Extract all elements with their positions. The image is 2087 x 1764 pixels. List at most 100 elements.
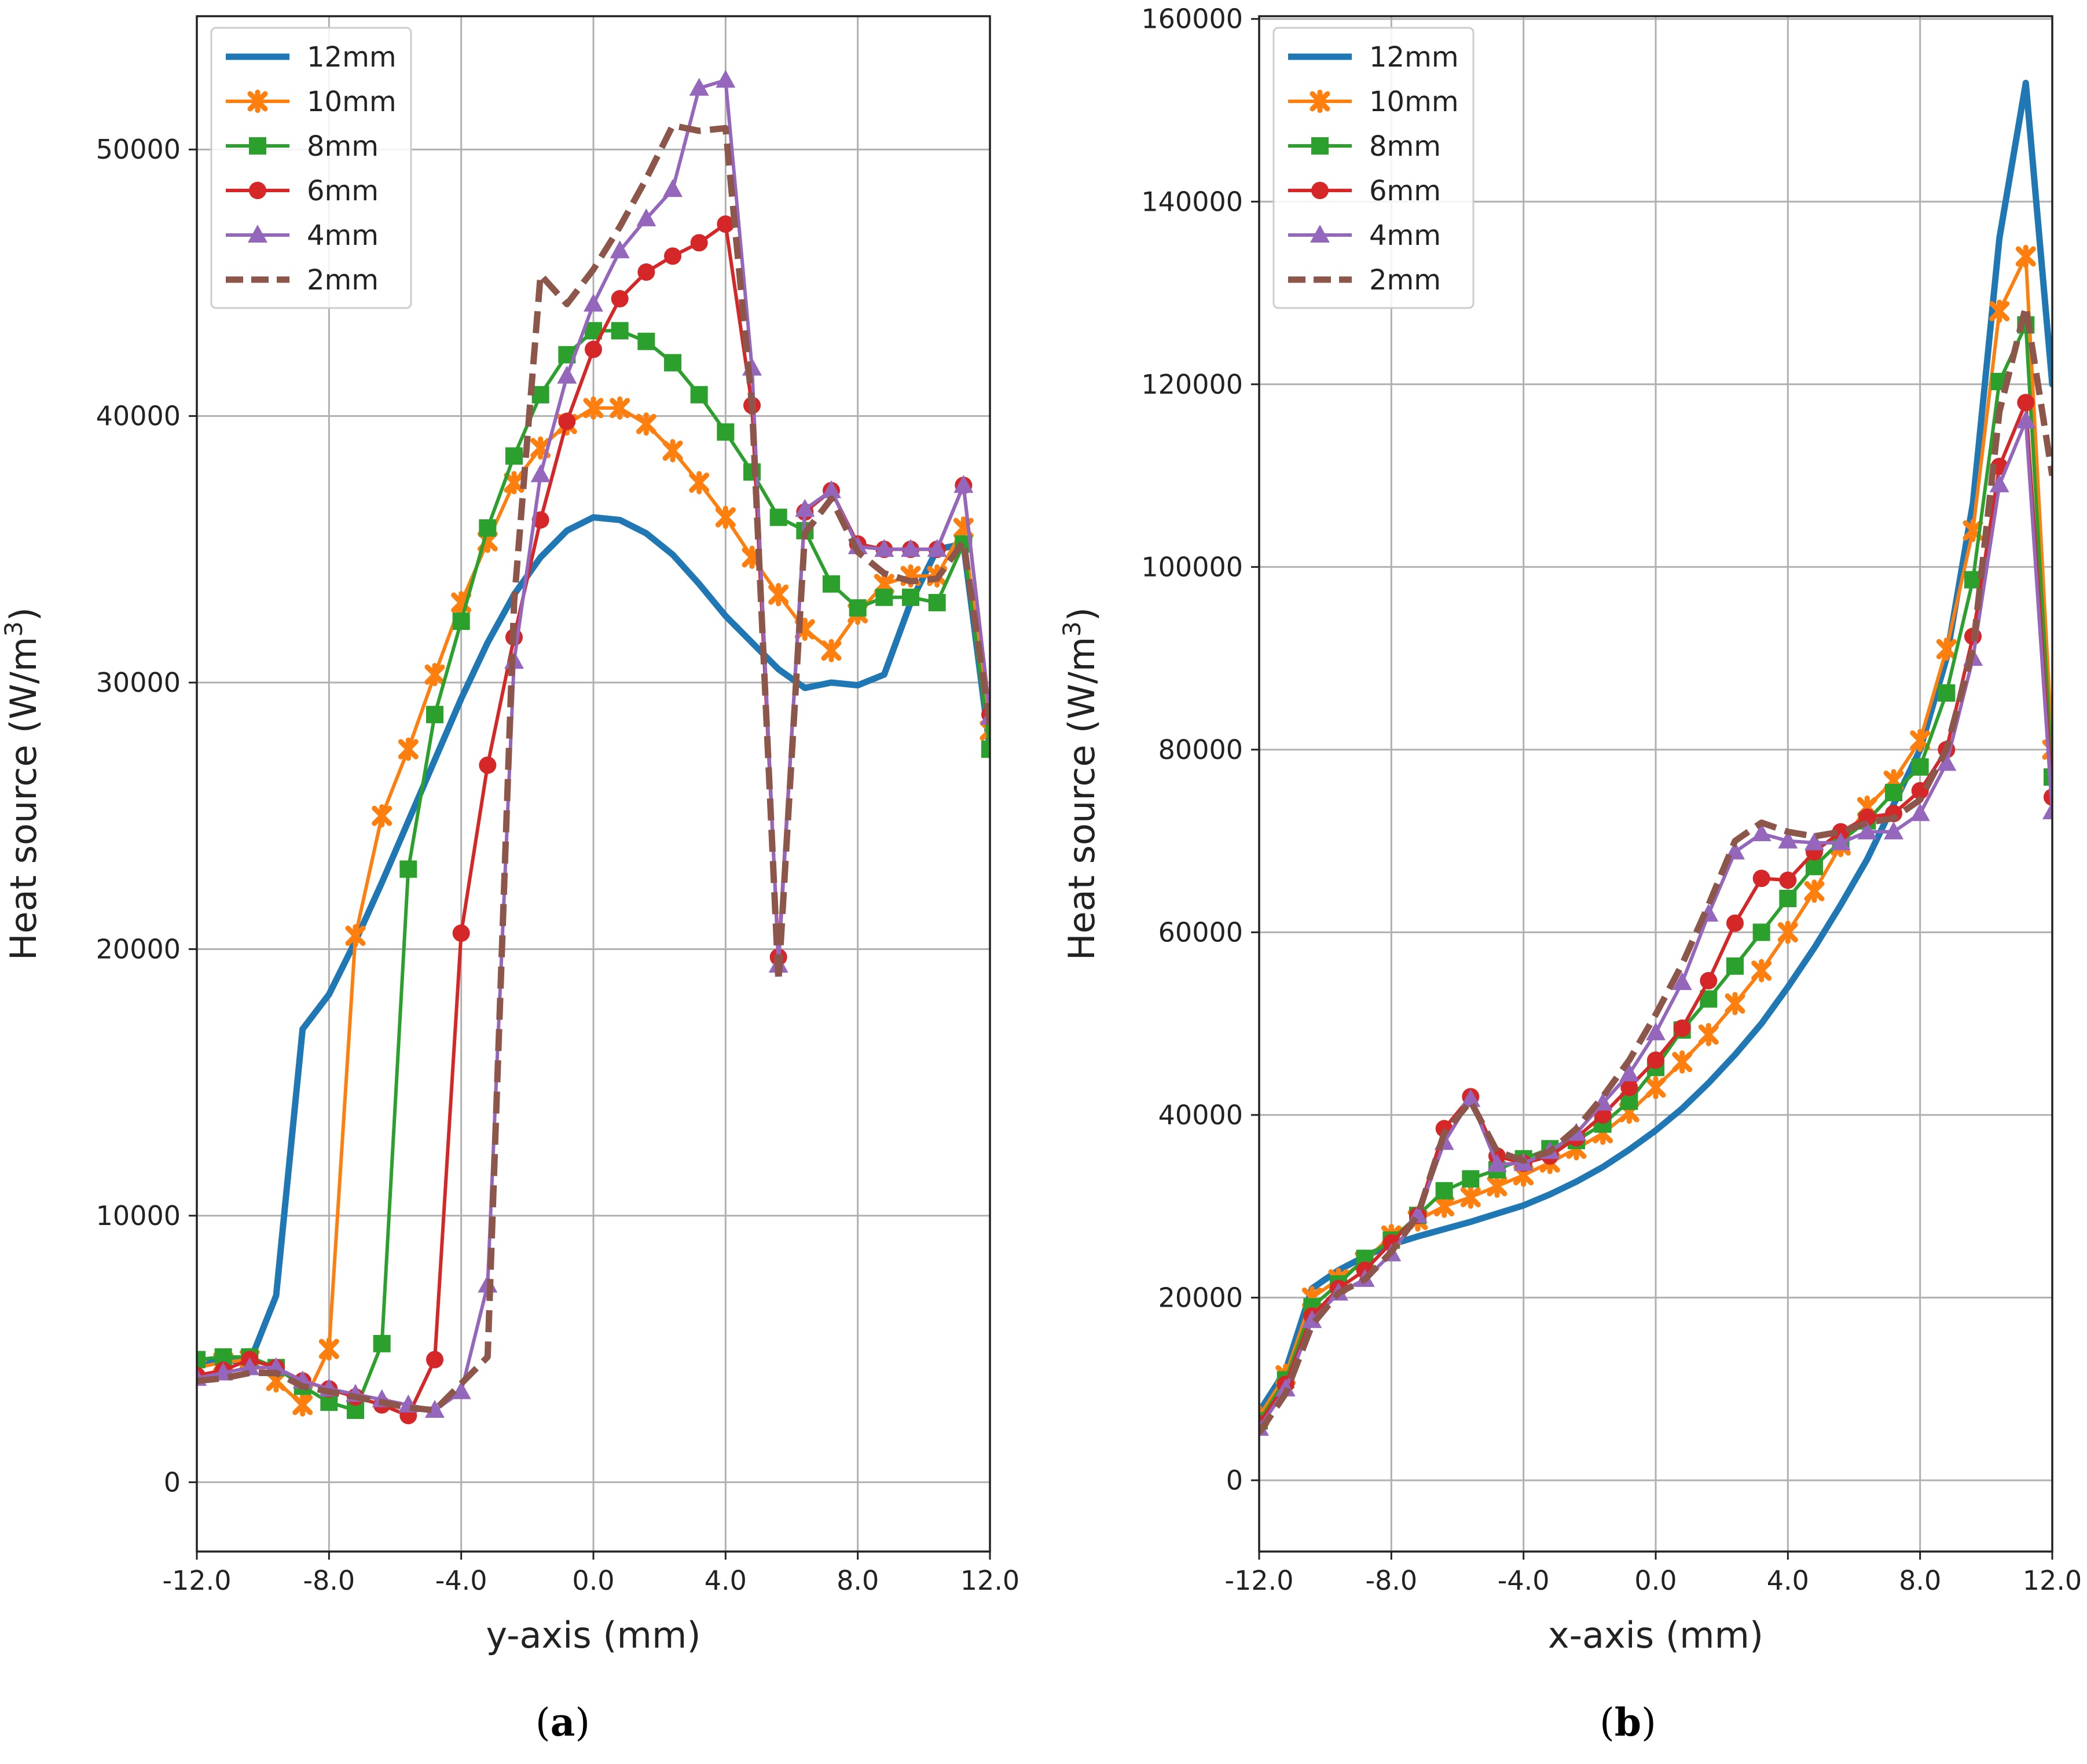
data-point-4mm [1884, 821, 1903, 839]
y-tick-label: 50000 [96, 134, 181, 165]
data-point-10mm [768, 583, 789, 607]
data-point-4mm [1461, 1089, 1481, 1107]
data-point-10mm [1777, 920, 1798, 944]
data-point-8mm [875, 588, 893, 606]
data-point-6mm [1620, 1079, 1638, 1096]
y-axis-title-close: ) [1061, 607, 1103, 621]
data-point-10mm [980, 718, 990, 743]
data-point-8mm [373, 1334, 391, 1352]
series-line-12mm [197, 514, 990, 1366]
data-point-6mm [664, 247, 681, 265]
y-tick-label: 30000 [96, 667, 181, 698]
data-point-8mm [399, 860, 417, 878]
legend-marker-4mm [1310, 225, 1330, 243]
data-point-4mm [636, 208, 656, 226]
data-point-10mm [636, 412, 656, 436]
axes-frame [196, 15, 991, 1553]
data-point-4mm [1487, 1154, 1507, 1172]
y-axis-title-superscript: 3 [1058, 621, 1086, 637]
data-point-10mm [1698, 1022, 1719, 1047]
legend-label-4mm: 4mm [307, 219, 379, 252]
data-point-10mm [1434, 1194, 1455, 1218]
data-point-8mm [197, 1351, 206, 1369]
data-point-10mm [292, 1393, 313, 1417]
data-point-4mm [927, 538, 947, 557]
series-line-2mm [1259, 303, 2052, 1435]
data-point-10mm [1804, 879, 1825, 903]
data-point-4mm [2016, 410, 2036, 428]
data-point-4mm [1831, 832, 1851, 850]
data-point-6mm [426, 1351, 443, 1369]
data-point-10mm [1936, 637, 1957, 661]
y-tick-label: 10000 [96, 1200, 181, 1231]
y-tick-label: 0 [1226, 1465, 1243, 1496]
data-point-10mm [504, 471, 524, 494]
data-point-6mm [690, 234, 708, 252]
y-tick-label: 0 [164, 1466, 181, 1498]
data-point-4mm [821, 480, 841, 498]
data-point-8mm [1806, 857, 1823, 875]
data-point-8mm [981, 740, 990, 758]
data-point-10mm [398, 738, 419, 761]
data-point-4mm [716, 69, 736, 88]
x-tick-label: -8.0 [1365, 1565, 1417, 1596]
data-point-4mm [795, 498, 815, 517]
data-point-10mm [610, 396, 630, 420]
legend-marker-8mm [1311, 137, 1329, 155]
y-tick-label: 20000 [96, 933, 181, 964]
data-point-8mm [1462, 1170, 1480, 1188]
data-point-8mm [928, 593, 946, 611]
legend-label-12mm: 12mm [1369, 41, 1459, 74]
data-point-8mm [664, 354, 681, 372]
legend-label-4mm: 4mm [1369, 219, 1441, 252]
x-tick-label: -4.0 [1498, 1565, 1550, 1596]
data-point-8mm [769, 508, 787, 526]
data-point-4mm [874, 538, 894, 557]
data-point-8mm [611, 322, 629, 340]
data-point-4mm [1672, 972, 1692, 991]
data-point-4mm [530, 464, 551, 482]
data-point-10mm [2015, 244, 2036, 269]
y-tick-label: 100000 [1141, 551, 1243, 582]
x-tick-label: 0.0 [572, 1565, 614, 1596]
data-point-6mm [479, 756, 497, 774]
data-point-10mm [662, 439, 683, 463]
data-point-6mm [1779, 871, 1797, 889]
data-point-8mm [1435, 1182, 1453, 1200]
data-point-4mm [901, 538, 920, 557]
x-tick-label: 0.0 [1634, 1565, 1677, 1596]
panel-b: -12.0 -8.0 -4.0 0.0 4.0 8.0 12.0 0 20000 40000 600… [1058, 3, 2082, 1656]
data-point-4mm [663, 179, 683, 197]
data-point-6mm [611, 290, 629, 308]
plot-series-group [1259, 79, 2052, 1436]
legend-label-6mm: 6mm [307, 175, 379, 207]
data-point-10mm [372, 804, 393, 828]
data-point-4mm [451, 1381, 471, 1399]
plot-series-group [197, 69, 990, 1425]
x-tick-label: -4.0 [435, 1565, 487, 1596]
legend-label-10mm: 10mm [307, 86, 397, 118]
data-point-4mm [1910, 803, 1930, 822]
y-axis-title: Heat source (W/m3) [0, 607, 45, 960]
legend-marker-6mm [1311, 182, 1329, 199]
legend-marker-6mm [249, 182, 266, 199]
data-point-10mm [821, 639, 842, 662]
data-point-10mm [1487, 1174, 1508, 1198]
data-point-10mm [1989, 299, 2010, 323]
panel-a: -12.0 -8.0 -4.0 0.0 4.0 8.0 12.0 0 10000 20000 300… [0, 15, 1019, 1656]
data-point-6mm [1832, 823, 1850, 841]
data-point-8mm [717, 423, 735, 441]
data-point-4mm [1778, 830, 1798, 849]
x-tick-label: 8.0 [837, 1565, 879, 1596]
axes-frame [1258, 15, 2053, 1553]
data-point-8mm [452, 613, 470, 630]
x-tick-label: -12.0 [162, 1565, 231, 1596]
data-point-10mm [689, 471, 710, 494]
data-point-4mm [425, 1399, 445, 1418]
y-tick-label: 40000 [96, 401, 181, 432]
legend-marker-8mm [249, 137, 266, 155]
y-tick-label: 60000 [1158, 916, 1243, 948]
data-point-8mm [637, 332, 655, 350]
data-point-8mm [823, 575, 840, 593]
